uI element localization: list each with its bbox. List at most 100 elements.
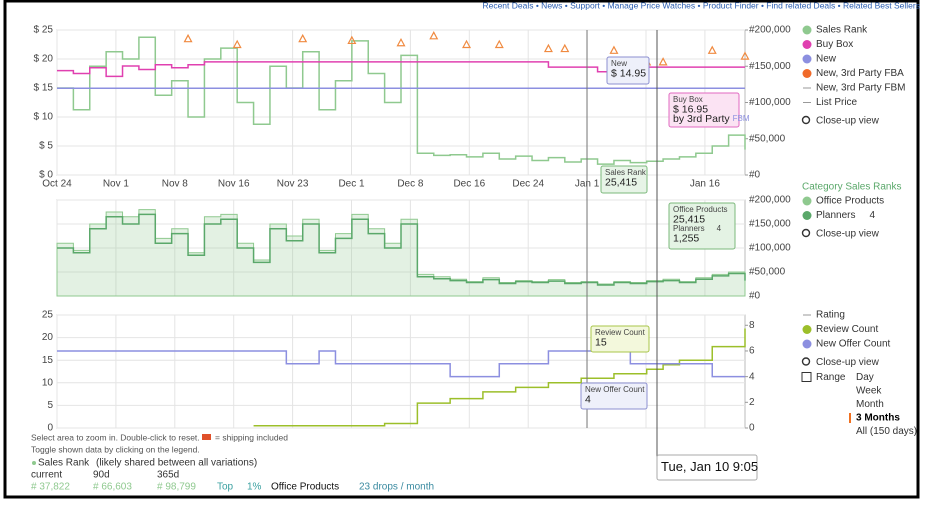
tooltip-text: Review Count (595, 328, 646, 337)
y-tick-label: $ 15 (34, 83, 54, 94)
note: Select area to zoom in. Double-click to … (31, 432, 200, 442)
legend-label[interactable]: New (816, 54, 837, 65)
price-marker (740, 51, 750, 60)
price-marker (707, 45, 717, 54)
zoom-icon (801, 228, 811, 238)
note: = shipping included (215, 432, 288, 442)
shipping-icon (202, 434, 211, 440)
tooltip-text: New (611, 59, 627, 68)
x-tick-label: Dec 16 (453, 179, 485, 190)
legend-label[interactable]: Office Products (816, 196, 884, 207)
y2-tick-label: 2 (749, 397, 755, 408)
y2-tick-label: 8 (749, 320, 755, 331)
x-tick-label: Oct 24 (42, 179, 72, 190)
range-option[interactable]: Week (856, 386, 882, 397)
y2-tick-label: #0 (749, 291, 761, 302)
tooltip-box (668, 92, 740, 128)
legend-label[interactable]: Planners (816, 210, 855, 221)
stats-cell: # 66,603 (93, 482, 132, 493)
range-option[interactable]: 3 Months (856, 413, 900, 424)
legend-dot[interactable] (802, 69, 812, 78)
stats-cell: 23 drops / month (359, 482, 434, 493)
closeup-toggle[interactable]: Close-up view (816, 116, 880, 127)
x-tick-label: Dec 24 (512, 179, 544, 190)
tooltip-box (590, 325, 650, 353)
tooltip-text: 4 (585, 393, 591, 405)
x-tick-label: Dec 8 (397, 179, 424, 190)
closeup-toggle[interactable]: Close-up view (816, 229, 880, 240)
legend-dot[interactable] (802, 325, 812, 334)
legend-label[interactable]: New Offer Count (816, 339, 891, 350)
tooltip-text: Buy Box (673, 95, 703, 104)
y-tick-label: 20 (42, 332, 54, 343)
y-tick-label: 5 (47, 400, 53, 411)
legend-label[interactable]: Sales Rank (816, 25, 868, 36)
stats-subtitle: (likely shared between all variations) (96, 458, 257, 469)
price-marker (347, 35, 357, 45)
y2-tick-label: #50,000 (749, 133, 786, 144)
legend-title: Category Sales Ranks (802, 182, 902, 193)
legend-label[interactable]: New, 3rd Party FBA (816, 68, 904, 79)
tooltip-text: by 3rd Party (673, 113, 730, 125)
series-line (57, 213, 746, 286)
legend-label[interactable]: Review Count (816, 324, 878, 335)
stats-cell: # 98,799 (157, 482, 196, 493)
y2-tick-label: #100,000 (749, 97, 791, 108)
legend-dot[interactable] (802, 54, 812, 64)
x-tick-label: Dec 1 (338, 179, 365, 190)
tooltip-box (606, 56, 650, 85)
legend-dot[interactable] (802, 40, 812, 49)
range-option[interactable]: Day (856, 372, 874, 383)
stats-cell: # 37,822 (31, 482, 70, 493)
top-links[interactable]: Recent Deals • News • Support • Manage P… (482, 0, 920, 10)
legend-label[interactable]: Buy Box (816, 39, 853, 50)
stats-header: 90d (93, 470, 110, 481)
price-marker (494, 39, 504, 49)
tooltip-text: $ 14.95 (611, 67, 646, 79)
legend-label[interactable]: Rating (816, 310, 845, 321)
y-tick-label: 10 (42, 377, 54, 388)
zoom-icon (801, 357, 811, 366)
tooltip-text: FBM (733, 114, 750, 123)
tooltip-box (668, 202, 736, 250)
tooltip-box (656, 454, 758, 481)
closeup-toggle[interactable]: Close-up view (816, 357, 880, 368)
note: Toggle shown data by clicking on the leg… (31, 444, 200, 454)
x-tick-label: Jan 16 (690, 179, 720, 190)
tooltip-text: 25,415 (605, 176, 637, 188)
price-marker (658, 57, 668, 66)
legend-dot[interactable] (802, 25, 812, 35)
x-tick-label: Nov 23 (277, 179, 309, 190)
x-tick-label: Nov 8 (162, 179, 189, 190)
y-tick-label: $ 25 (34, 25, 54, 36)
tooltip-text: 4 (717, 224, 722, 233)
tooltip-box (600, 165, 648, 194)
y2-tick-label: #100,000 (749, 243, 791, 254)
y2-tick-label: 4 (749, 371, 755, 382)
legend-dot[interactable] (802, 339, 812, 349)
tooltip-text: 1,255 (673, 232, 699, 244)
tooltip-text: New Offer Count (585, 385, 645, 394)
zoom-icon (801, 115, 811, 125)
x-tick-label: Nov 1 (103, 179, 130, 190)
range-option[interactable]: All (150 days) (856, 426, 917, 437)
price-marker (560, 43, 570, 53)
range-option[interactable]: Month (856, 399, 884, 410)
tooltip-text: Sales Rank (605, 168, 647, 177)
stats-cell: 1% (247, 482, 262, 493)
tooltip-text: Tue, Jan 10 9:05 (661, 459, 758, 474)
stats-cell: Top (217, 482, 234, 493)
y-tick-label: $ 5 (39, 141, 53, 152)
legend-dot[interactable] (802, 196, 812, 206)
y2-tick-label: #150,000 (749, 219, 791, 230)
y-tick-label: 25 (42, 310, 54, 321)
y2-tick-label: 0 (749, 423, 755, 434)
y2-tick-label: #200,000 (749, 195, 791, 206)
legend-dot[interactable] (802, 211, 812, 220)
legend-label[interactable]: List Price (816, 97, 858, 108)
legend-label[interactable]: New, 3rd Party FBM (816, 83, 905, 94)
series-line (57, 350, 745, 378)
price-marker (396, 37, 406, 47)
legend-badge[interactable]: 4 (869, 210, 875, 221)
